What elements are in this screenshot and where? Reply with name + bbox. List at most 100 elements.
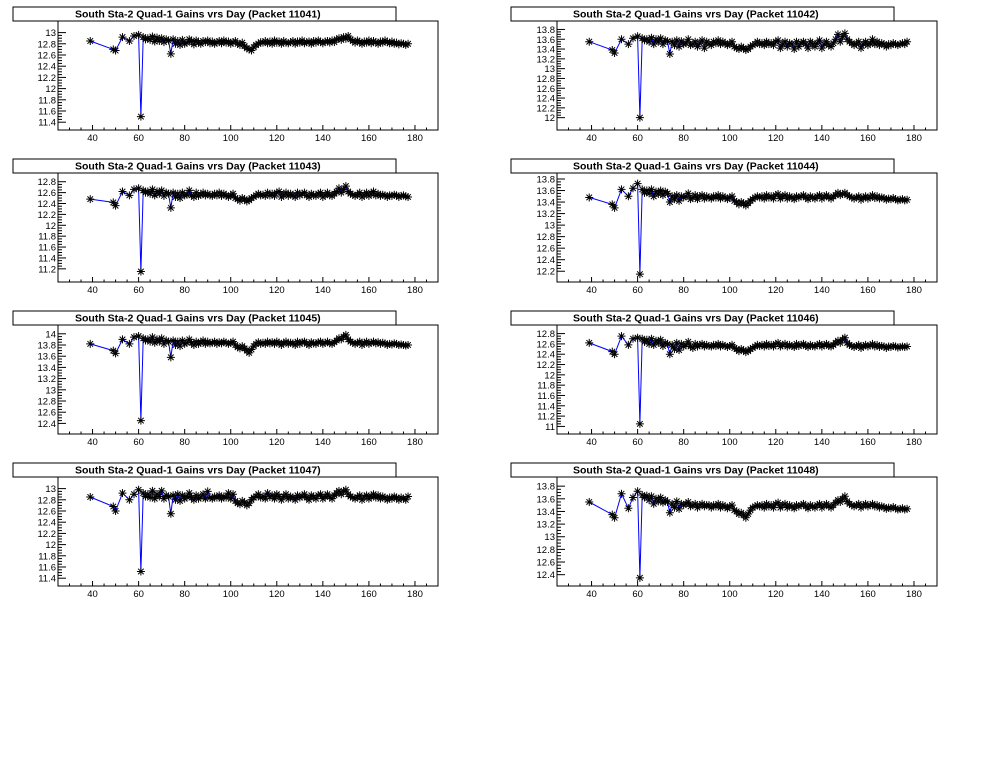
data-point bbox=[827, 42, 836, 51]
y-tick-label: 12.6 bbox=[537, 84, 556, 95]
data-point bbox=[272, 337, 281, 346]
data-point bbox=[265, 339, 274, 348]
data-point bbox=[806, 501, 815, 510]
data-point bbox=[298, 338, 307, 347]
data-point bbox=[215, 338, 224, 347]
data-point bbox=[166, 509, 175, 518]
x-tick-label: 60 bbox=[632, 437, 643, 448]
data-point bbox=[256, 493, 265, 502]
data-point bbox=[836, 37, 845, 46]
data-point bbox=[688, 501, 697, 510]
data-point bbox=[705, 193, 713, 202]
data-point bbox=[305, 192, 314, 201]
data-point bbox=[647, 185, 656, 194]
y-tick-label: 11.4 bbox=[38, 118, 56, 129]
data-point bbox=[194, 191, 203, 200]
data-point bbox=[226, 338, 235, 347]
data-point bbox=[714, 36, 723, 45]
data-point bbox=[870, 502, 879, 511]
data-point bbox=[360, 338, 369, 347]
data-point bbox=[378, 492, 387, 501]
data-point bbox=[316, 188, 325, 197]
x-tick-label: 140 bbox=[315, 437, 331, 448]
data-point bbox=[159, 494, 168, 503]
data-point bbox=[845, 499, 854, 508]
data-point bbox=[208, 338, 217, 347]
data-point bbox=[272, 38, 281, 47]
data-point bbox=[247, 345, 256, 354]
data-point bbox=[231, 194, 240, 203]
data-point bbox=[645, 189, 654, 198]
data-point bbox=[633, 333, 642, 342]
data-point bbox=[783, 42, 792, 51]
data-point bbox=[863, 502, 872, 511]
data-point bbox=[399, 494, 408, 503]
data-point bbox=[164, 189, 173, 198]
data-point bbox=[852, 341, 861, 350]
x-tick-label: 100 bbox=[223, 437, 239, 448]
x-tick-label: 120 bbox=[269, 285, 285, 296]
data-point bbox=[351, 191, 360, 200]
data-point bbox=[199, 490, 208, 499]
data-point bbox=[723, 342, 732, 351]
data-point bbox=[661, 338, 670, 347]
data-point bbox=[341, 330, 350, 339]
data-point bbox=[585, 193, 594, 202]
data-point bbox=[390, 492, 399, 501]
data-point bbox=[792, 192, 801, 201]
data-point bbox=[654, 37, 663, 46]
data-point bbox=[394, 40, 403, 49]
title-box bbox=[510, 462, 895, 478]
y-tick-label: 11.8 bbox=[537, 381, 555, 392]
data-point bbox=[815, 36, 824, 45]
data-point bbox=[397, 340, 406, 349]
y-tick-label: 12.4 bbox=[38, 518, 57, 529]
data-point bbox=[178, 491, 187, 500]
data-point bbox=[376, 339, 385, 348]
data-point bbox=[222, 493, 231, 502]
x-tick-label: 80 bbox=[179, 133, 190, 144]
data-point bbox=[709, 192, 718, 201]
data-point bbox=[732, 44, 741, 53]
x-tick-label: 80 bbox=[678, 133, 689, 144]
data-point bbox=[300, 39, 309, 48]
chart-title: South Sta-2 Quad-1 Gains vrs Day (Packet… bbox=[75, 161, 321, 173]
data-point bbox=[401, 40, 410, 49]
data-point bbox=[824, 341, 833, 350]
data-point bbox=[850, 194, 859, 203]
data-point bbox=[859, 193, 868, 202]
data-point bbox=[730, 196, 739, 205]
data-point bbox=[311, 494, 320, 503]
data-point bbox=[707, 342, 716, 351]
y-tick-label: 11.6 bbox=[38, 563, 56, 574]
data-point bbox=[339, 185, 348, 194]
y-tick-label: 13.4 bbox=[38, 363, 57, 374]
data-point bbox=[635, 270, 644, 279]
data-point bbox=[164, 492, 173, 501]
data-point bbox=[840, 29, 849, 38]
data-point bbox=[206, 339, 214, 348]
y-tick-label: 12 bbox=[544, 370, 555, 381]
data-point bbox=[891, 195, 900, 204]
data-point bbox=[670, 41, 679, 50]
data-point bbox=[891, 504, 900, 513]
data-point bbox=[847, 501, 856, 510]
data-point bbox=[277, 495, 286, 504]
x-tick-label: 160 bbox=[361, 589, 377, 600]
data-point bbox=[702, 340, 711, 349]
data-point bbox=[679, 342, 688, 351]
data-point bbox=[171, 192, 180, 201]
chart-title: South Sta-2 Quad-1 Gains vrs Day (Packet… bbox=[573, 161, 819, 173]
data-point bbox=[291, 192, 300, 201]
data-point bbox=[730, 506, 739, 515]
x-tick-label: 160 bbox=[361, 285, 377, 296]
data-point bbox=[176, 496, 185, 505]
y-tick-label: 13.6 bbox=[537, 186, 556, 197]
data-point bbox=[157, 486, 166, 495]
data-point bbox=[647, 334, 656, 343]
x-tick-label: 160 bbox=[361, 133, 377, 144]
data-point bbox=[185, 186, 194, 195]
data-point bbox=[898, 342, 907, 351]
x-tick-label: 120 bbox=[269, 589, 285, 600]
